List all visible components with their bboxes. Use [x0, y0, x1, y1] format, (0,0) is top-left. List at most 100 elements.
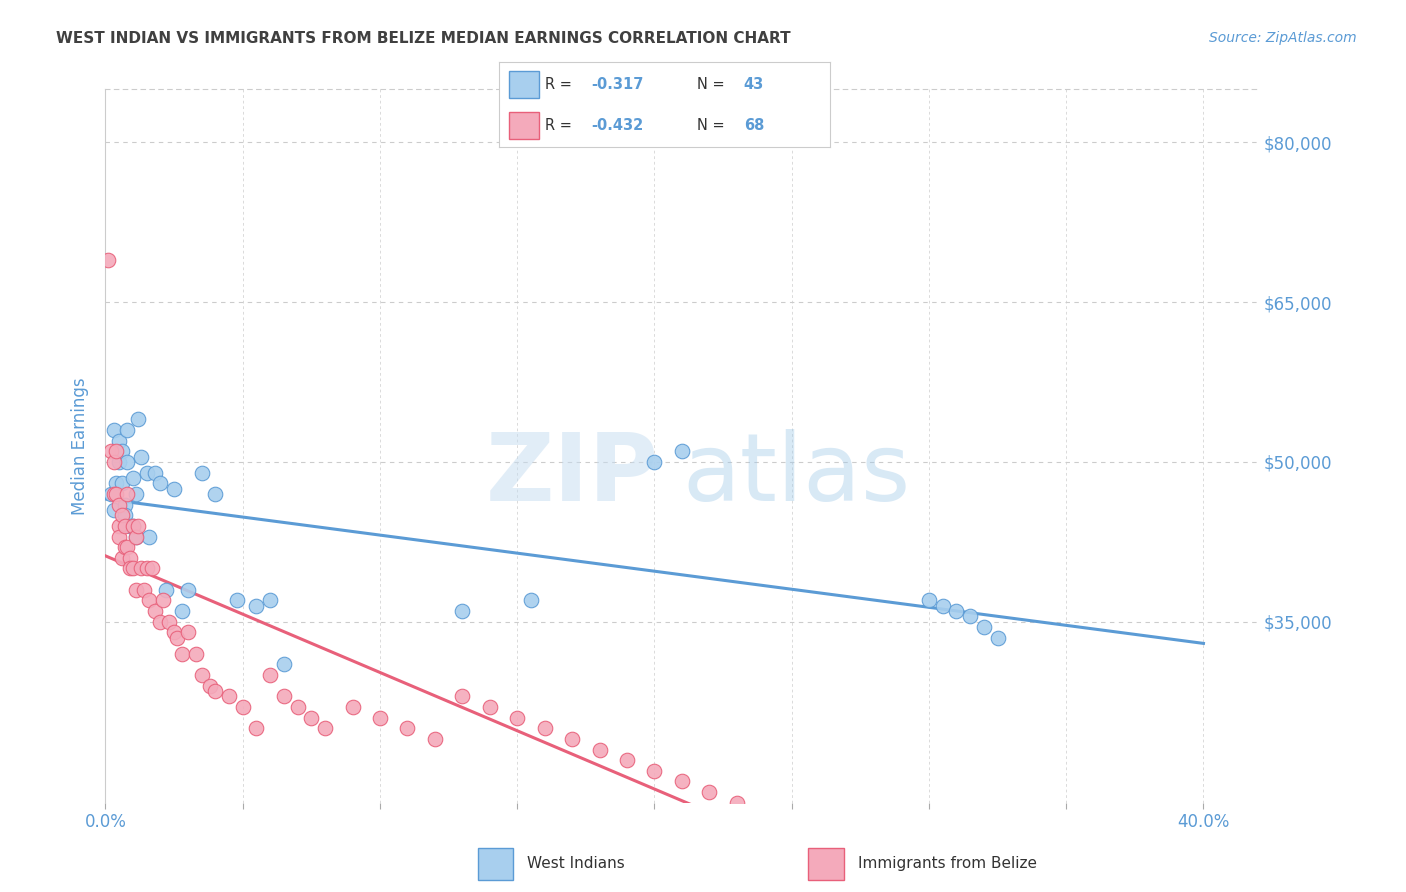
Point: [108, 434, 131, 448]
Point: [218, 690, 240, 704]
Point: [671, 774, 693, 789]
Point: [190, 668, 212, 682]
Point: [138, 529, 160, 543]
Point: [127, 412, 149, 426]
Point: [135, 466, 157, 480]
Point: [190, 466, 212, 480]
Point: [204, 684, 226, 698]
Point: [368, 710, 391, 724]
Point: [157, 615, 180, 629]
Point: [973, 620, 995, 634]
Point: [120, 519, 142, 533]
Point: [643, 455, 665, 469]
Point: [138, 593, 160, 607]
Point: [699, 785, 721, 799]
Text: 68: 68: [744, 118, 763, 133]
Point: [588, 742, 610, 756]
Point: [172, 604, 194, 618]
Point: [754, 806, 776, 821]
Point: [141, 561, 163, 575]
Bar: [509, 71, 538, 98]
Text: N =: N =: [697, 118, 725, 133]
Point: [97, 252, 120, 267]
Text: N =: N =: [697, 77, 725, 92]
Point: [931, 599, 953, 613]
Point: [835, 838, 858, 853]
Point: [808, 828, 831, 842]
Point: [423, 731, 446, 746]
Point: [117, 455, 139, 469]
Point: [105, 476, 128, 491]
Point: [122, 519, 145, 533]
Point: [287, 700, 309, 714]
Point: [120, 561, 142, 575]
Point: [259, 668, 281, 682]
Point: [129, 561, 152, 575]
Point: [506, 710, 529, 724]
Point: [561, 731, 583, 746]
Point: [671, 444, 693, 458]
Point: [143, 466, 166, 480]
Point: [166, 631, 188, 645]
Point: [152, 593, 174, 607]
Point: [124, 529, 146, 543]
Point: [149, 476, 172, 491]
Text: -0.432: -0.432: [592, 118, 644, 133]
Point: [114, 498, 136, 512]
Point: [163, 482, 186, 496]
Point: [198, 679, 221, 693]
Point: [105, 487, 128, 501]
Point: [108, 519, 131, 533]
Point: [172, 647, 194, 661]
Point: [111, 476, 134, 491]
Point: [149, 615, 172, 629]
Point: [299, 710, 322, 724]
Text: R =: R =: [546, 77, 572, 92]
Text: atlas: atlas: [682, 428, 910, 521]
Text: R =: R =: [546, 118, 572, 133]
Point: [245, 721, 267, 735]
Text: -0.317: -0.317: [592, 77, 644, 92]
Text: Immigrants from Belize: Immigrants from Belize: [858, 855, 1036, 871]
Point: [129, 450, 152, 464]
Point: [114, 508, 136, 523]
Point: [117, 540, 139, 554]
Point: [451, 604, 474, 618]
Point: [120, 550, 142, 565]
Point: [451, 690, 474, 704]
Point: [103, 503, 125, 517]
Point: [103, 487, 125, 501]
Point: [105, 444, 128, 458]
Point: [111, 444, 134, 458]
Point: [163, 625, 186, 640]
Point: [100, 487, 122, 501]
Point: [108, 498, 131, 512]
Point: [132, 582, 155, 597]
Point: [122, 471, 145, 485]
Point: [863, 849, 886, 863]
Point: [533, 721, 555, 735]
Point: [122, 561, 145, 575]
Bar: [509, 112, 538, 139]
Point: [108, 455, 131, 469]
Bar: [808, 848, 844, 880]
Point: [127, 519, 149, 533]
Point: [177, 582, 200, 597]
Point: [103, 455, 125, 469]
Point: [117, 423, 139, 437]
Point: [135, 561, 157, 575]
Point: [245, 599, 267, 613]
Point: [987, 631, 1010, 645]
Point: [184, 647, 207, 661]
Point: [122, 519, 145, 533]
Point: [111, 550, 134, 565]
Text: Source: ZipAtlas.com: Source: ZipAtlas.com: [1209, 31, 1357, 45]
Point: [155, 582, 177, 597]
Point: [643, 764, 665, 778]
Text: West Indians: West Indians: [527, 855, 626, 871]
Point: [143, 604, 166, 618]
Y-axis label: Median Earnings: Median Earnings: [72, 377, 90, 515]
Point: [259, 593, 281, 607]
Bar: [478, 848, 513, 880]
Point: [396, 721, 419, 735]
